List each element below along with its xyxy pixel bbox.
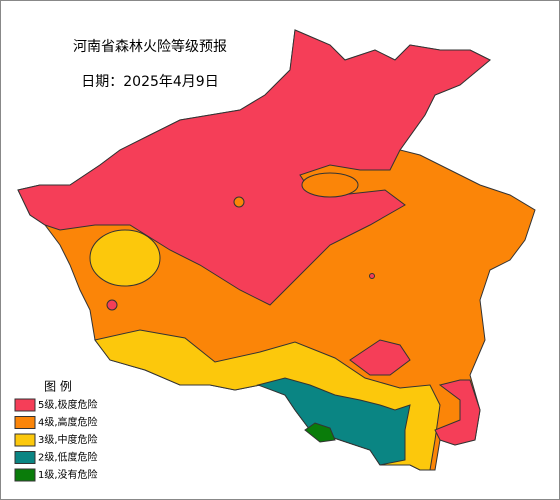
- legend-label: 5级,极度危险: [38, 398, 98, 411]
- map-date: 日期：2025年4月9日: [81, 74, 218, 90]
- legend-swatch: [14, 433, 36, 447]
- hazard-region: [301, 172, 359, 198]
- legend-label: 3级,中度危险: [38, 433, 98, 446]
- hazard-region: [106, 299, 118, 311]
- legend-swatch: [14, 416, 36, 429]
- hazard-region: [17, 29, 491, 306]
- legend-label: 4级,高度危险: [38, 416, 98, 429]
- hazard-region: [434, 379, 481, 446]
- hazard-region: [233, 196, 245, 208]
- legend-swatch: [14, 398, 36, 412]
- legend-label: 1级,没有危险: [38, 468, 98, 481]
- hazard-region: [256, 377, 411, 466]
- hazard-region: [89, 229, 161, 287]
- hazard-region: [369, 273, 375, 279]
- legend-title: 图 例: [44, 380, 72, 394]
- hazard-region: [349, 339, 411, 376]
- legend: 5级,极度危险 4级,高度危险 3级,中度危险 2级,低度危险 1级,没有危险: [14, 398, 98, 482]
- map-title: 河南省森林火险等级预报: [73, 38, 227, 55]
- province-map: [17, 29, 536, 471]
- legend-label: 2级,低度危险: [38, 451, 98, 464]
- hazard-region: [304, 422, 336, 443]
- legend-swatch: [14, 468, 36, 482]
- legend-swatch: [14, 451, 36, 464]
